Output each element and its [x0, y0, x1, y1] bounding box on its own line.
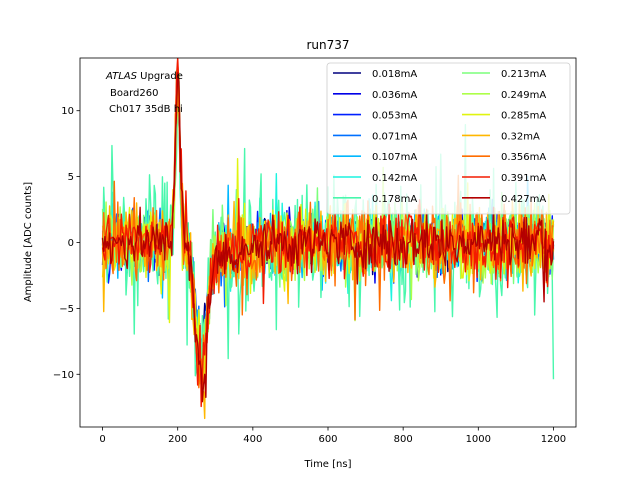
annotation-upgrade: Upgrade — [137, 71, 183, 82]
legend-label: 0.391mA — [501, 173, 546, 184]
y-tick-label: −10 — [53, 370, 74, 381]
annotation-line-3: Ch017 35dB hi — [109, 104, 183, 115]
x-tick-label: 200 — [168, 434, 187, 445]
x-axis-label: Time [ns] — [303, 459, 351, 470]
series-layer — [101, 58, 555, 420]
annotation-atlas: ATLAS — [105, 71, 138, 82]
legend-label: 0.071mA — [372, 131, 417, 142]
legend-label: 0.285mA — [501, 111, 546, 122]
x-tick-label: 0 — [99, 434, 105, 445]
legend-label: 0.178mA — [372, 194, 417, 205]
legend-label: 0.036mA — [372, 90, 417, 101]
x-tick-label: 1200 — [541, 434, 566, 445]
x-tick-label: 800 — [394, 434, 413, 445]
y-tick-label: 0 — [68, 238, 74, 249]
legend-frame — [326, 62, 571, 215]
y-tick-label: −5 — [59, 304, 74, 315]
legend-label: 0.213mA — [501, 69, 546, 80]
annotation-line-2: Board260 — [110, 88, 158, 99]
legend-label: 0.356mA — [501, 152, 546, 163]
series-line-0.427mA — [101, 72, 555, 403]
x-tick-label: 400 — [243, 434, 262, 445]
x-tick-label: 600 — [318, 434, 337, 445]
x-tick-label: 1000 — [466, 434, 491, 445]
y-axis: −10 −5 0 5 10 — [53, 106, 80, 381]
x-axis: 0 200 400 600 800 1000 1200 — [99, 427, 566, 445]
y-axis-label: Amplitude [ADC counts] — [23, 182, 34, 302]
chart-title: run737 — [306, 38, 349, 52]
y-tick-label: 10 — [61, 106, 74, 117]
atlas-annotation: ATLAS Upgrade Board260 Ch017 35dB hi — [105, 71, 183, 115]
y-tick-label: 5 — [68, 172, 74, 183]
legend-label: 0.142mA — [372, 173, 417, 184]
plot-area — [101, 58, 555, 420]
legend-label: 0.053mA — [372, 111, 417, 122]
legend-label: 0.249mA — [501, 90, 546, 101]
legend-label: 0.427mA — [501, 194, 546, 205]
legend-label: 0.018mA — [372, 69, 417, 80]
legend-label: 0.32mA — [501, 131, 540, 142]
annotation-line-1: ATLAS Upgrade — [105, 71, 183, 82]
legend: 0.018mA 0.036mA 0.053mA 0.071mA 0.107mA 0.142… — [326, 62, 571, 215]
legend-label: 0.107mA — [372, 152, 417, 163]
